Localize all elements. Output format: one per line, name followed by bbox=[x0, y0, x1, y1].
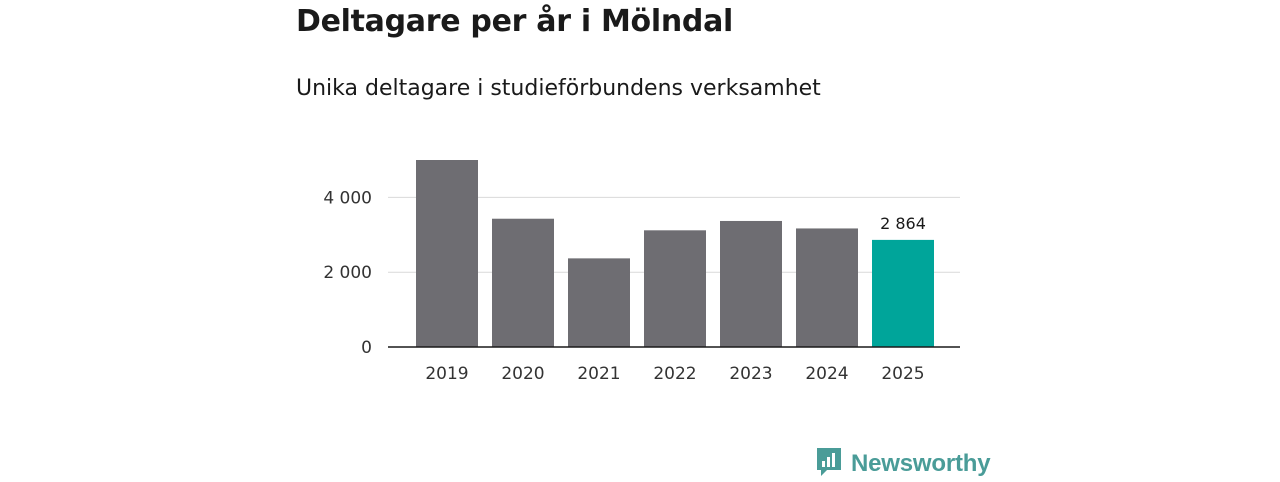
chart-title: Deltagare per år i Mölndal bbox=[296, 4, 734, 39]
x-tick-label: 2024 bbox=[805, 364, 848, 384]
newsworthy-brand[interactable]: Newsworthy bbox=[815, 446, 991, 482]
x-tick-label: 2021 bbox=[577, 364, 620, 384]
chart-subtitle: Unika deltagare i studieförbundens verks… bbox=[296, 76, 821, 101]
y-tick-label: 0 bbox=[361, 338, 372, 358]
brand-name: Newsworthy bbox=[851, 450, 991, 477]
bar-2019 bbox=[416, 160, 478, 347]
x-tick-label: 2020 bbox=[501, 364, 544, 384]
bar-2020 bbox=[492, 218, 554, 347]
x-tick-label: 2022 bbox=[653, 364, 696, 384]
y-tick-label: 2 000 bbox=[323, 263, 372, 283]
x-tick-label: 2023 bbox=[729, 364, 772, 384]
x-tick-label: 2019 bbox=[425, 364, 468, 384]
x-tick-label: 2025 bbox=[881, 364, 924, 384]
bar-2022 bbox=[644, 230, 706, 347]
bar-2025 bbox=[872, 239, 934, 347]
y-tick-label: 4 000 bbox=[323, 188, 372, 208]
newsworthy-logo-icon bbox=[815, 446, 843, 482]
data-label: 2 864 bbox=[880, 214, 926, 233]
bar-2021 bbox=[568, 258, 630, 347]
bar-2023 bbox=[720, 220, 782, 347]
bar-2024 bbox=[796, 228, 858, 347]
